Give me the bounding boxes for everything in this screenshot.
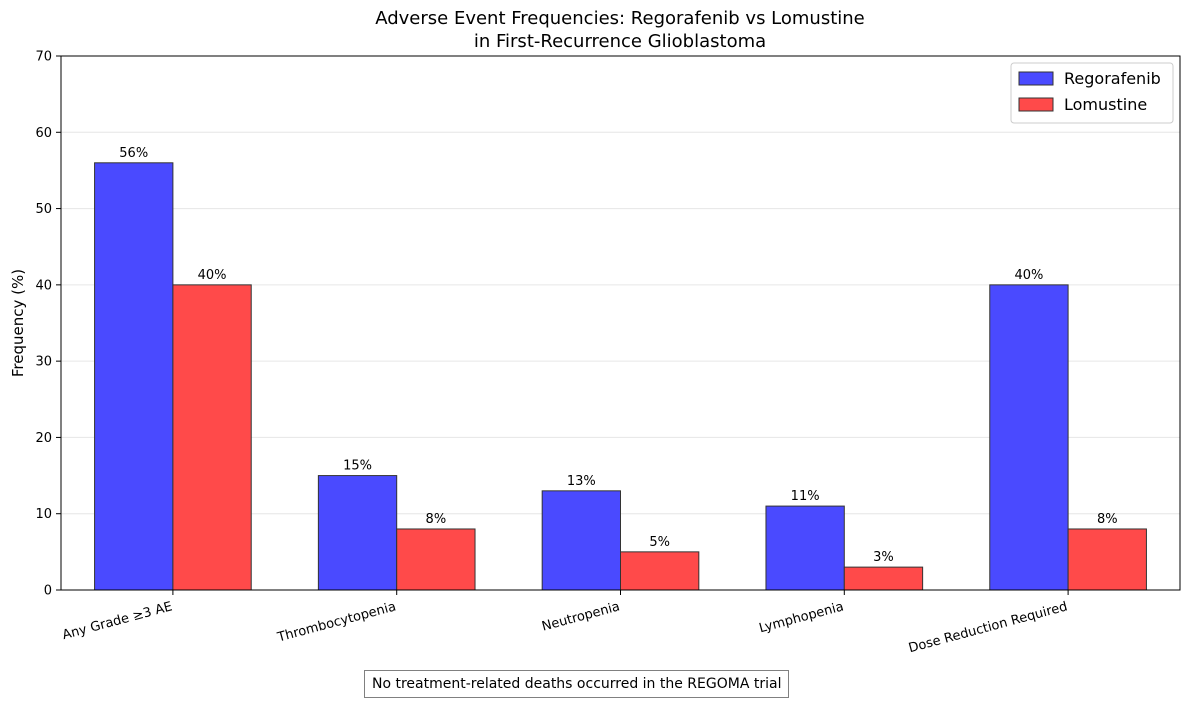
x-tick-label: Thrombocytopenia (275, 599, 398, 645)
x-tick-label: Neutropenia (540, 599, 621, 634)
data-label: 8% (1097, 512, 1118, 527)
bar-regorafenib-3 (765, 505, 845, 591)
y-tick-label: 0 (44, 584, 52, 599)
bar-lomustine-2 (620, 551, 700, 591)
data-label: 13% (567, 474, 596, 489)
bar-regorafenib-2 (541, 490, 621, 591)
bar-lomustine-1 (396, 528, 476, 591)
value-labels: 56% 15% 13% 11% 40% 40% 8% 5% 3% 8% (119, 146, 1117, 565)
data-label: 56% (119, 146, 148, 161)
chart-title-line-1: Adverse Event Frequencies: Regorafenib v… (375, 8, 865, 29)
footnote-box: No treatment-related deaths occurred in … (364, 670, 790, 698)
legend: Regorafenib Lomustine (1010, 62, 1174, 124)
y-tick-label: 60 (35, 126, 52, 141)
y-axis: 0 10 20 30 40 50 60 70 (35, 50, 61, 599)
data-label: 5% (649, 535, 670, 550)
bar-regorafenib-4 (989, 284, 1069, 591)
bars (94, 162, 1147, 591)
x-tick-label: Dose Reduction Required (907, 599, 1069, 656)
bar-regorafenib-1 (317, 475, 398, 591)
legend-label-lomustine: Lomustine (1064, 95, 1147, 114)
legend-label-regorafenib: Regorafenib (1064, 69, 1161, 88)
data-label: 3% (873, 550, 894, 565)
chart-title-line-2: in First-Recurrence Glioblastoma (474, 31, 766, 52)
bar-regorafenib-0 (94, 162, 174, 591)
y-tick-label: 40 (35, 278, 52, 293)
y-tick-label: 50 (35, 202, 52, 217)
bar-lomustine-0 (172, 284, 252, 591)
bar-lomustine-4 (1067, 528, 1147, 591)
y-tick-label: 30 (35, 355, 52, 370)
data-label: 40% (1014, 268, 1043, 283)
y-tick-label: 70 (35, 50, 52, 65)
x-tick-label: Lymphopenia (757, 599, 845, 636)
data-label: 8% (426, 512, 447, 527)
y-tick-label: 20 (35, 431, 52, 446)
y-tick-label: 10 (35, 507, 52, 522)
bar-lomustine-3 (843, 566, 924, 591)
legend-swatch-regorafenib (1018, 71, 1054, 86)
x-axis: Any Grade ≥3 AE Thrombocytopenia Neutropen… (61, 590, 1069, 656)
data-label: 11% (791, 489, 820, 504)
data-label: 15% (343, 459, 372, 474)
y-axis-label: Frequency (%) (9, 269, 27, 377)
legend-swatch-lomustine (1018, 97, 1054, 112)
x-tick-label: Any Grade ≥3 AE (61, 599, 174, 643)
data-label: 40% (198, 268, 227, 283)
